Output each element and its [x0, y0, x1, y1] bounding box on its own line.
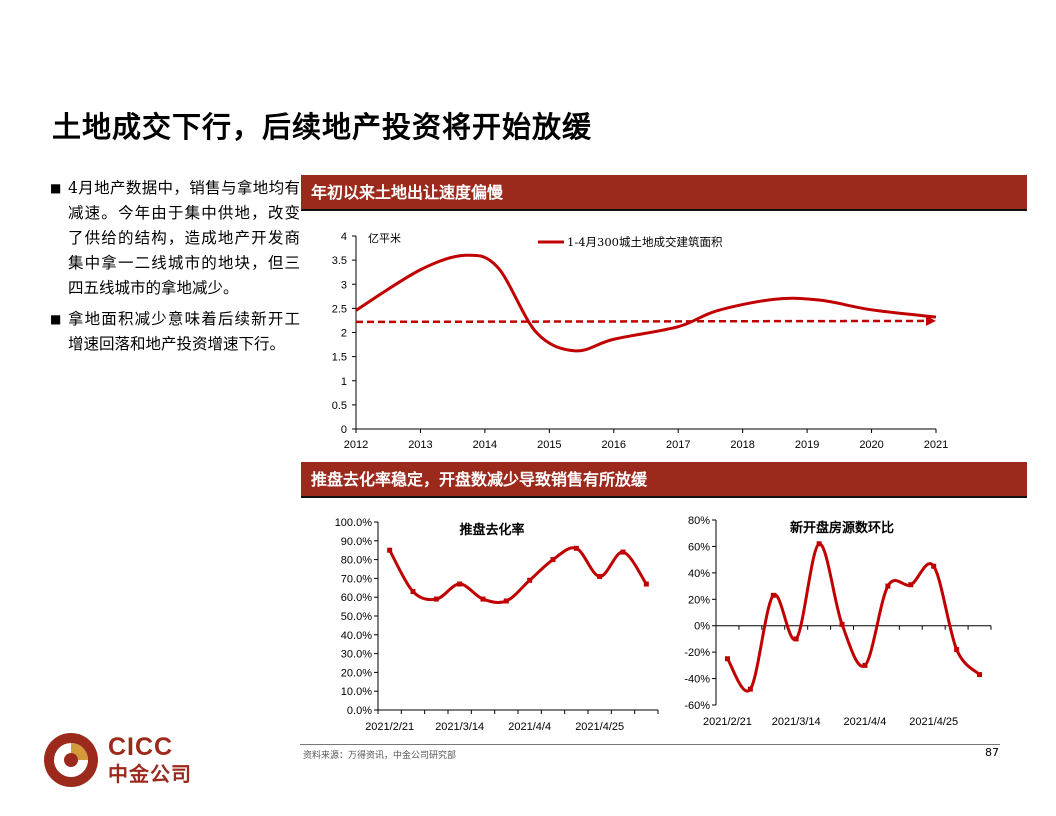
data-point: [387, 547, 393, 553]
y-tick-label: 50.0%: [341, 611, 372, 623]
y-tick-label: 40.0%: [341, 630, 372, 642]
x-tick-label: 2013: [408, 439, 432, 451]
y-axis-unit-label: 亿平米: [368, 232, 401, 245]
y-tick-label: 1.5: [332, 352, 347, 364]
chart-title: 推盘去化率: [459, 522, 524, 538]
data-point: [793, 636, 799, 642]
x-tick-label: 2018: [730, 439, 754, 451]
y-tick-label: -60%: [684, 700, 710, 712]
data-point: [550, 557, 556, 563]
y-tick-label: 0%: [694, 621, 710, 633]
data-point: [724, 656, 730, 662]
series-line: [726, 542, 981, 693]
y-tick-label: 80%: [688, 515, 710, 527]
trend-dashed-line: [355, 319, 929, 324]
data-point: [620, 549, 626, 555]
x-tick-label: 2017: [666, 439, 690, 451]
data-point: [527, 577, 533, 583]
data-point: [643, 581, 649, 587]
y-tick-label: -40%: [684, 674, 710, 686]
page-title: 土地成交下行，后续地产投资将开始放缓: [52, 110, 593, 144]
bullet-list: ■ 4月地产数据中，销售与拿地均有减速。今年由于集中供地，改变了供给的结构，造成…: [50, 176, 300, 363]
data-point: [931, 563, 937, 569]
x-tick-label: 2020: [859, 439, 883, 451]
y-tick-label: 70.0%: [341, 573, 372, 585]
series-line: [355, 253, 937, 353]
series-line: [388, 546, 648, 604]
source-note: 资料来源：万得资讯，中金公司研究部: [303, 751, 457, 761]
x-tick-label: 2016: [602, 439, 626, 451]
logo-wordmark-en: CICC: [108, 733, 174, 761]
cicc-logo-icon: [44, 733, 98, 787]
y-tick-label: 30.0%: [341, 649, 372, 661]
x-tick-label: 2015: [537, 439, 561, 451]
data-point: [770, 592, 776, 598]
y-tick-label: 20%: [688, 594, 710, 606]
footer-divider: [300, 744, 1000, 745]
data-point: [573, 545, 579, 551]
bullet-text: 4月地产数据中，销售与拿地均有减速。今年由于集中供地，改变了供给的结构，造成地产…: [68, 179, 300, 297]
x-tick-label: 2019: [795, 439, 819, 451]
y-tick-label: 0.0%: [347, 705, 372, 717]
data-point: [908, 582, 914, 588]
trend-arrow-head: [926, 315, 936, 326]
x-tick-label: 2021/4/25: [575, 721, 624, 733]
chart-section-banner: 推盘去化率稳定，开盘数减少导致销售有所放缓: [301, 462, 1027, 498]
data-point: [597, 574, 603, 580]
x-tick-label: 2021/2/21: [365, 721, 414, 733]
x-tick-label: 2021/3/14: [435, 721, 484, 733]
data-point: [954, 647, 960, 652]
y-tick-label: 3.5: [332, 255, 347, 267]
land-transaction-line-chart: 0 0.5 1 1.5 2 2.5 3 3.5 4 2012 2013 2014 2015 2016 201…: [332, 231, 949, 451]
square-bullet-icon: ■: [50, 312, 62, 326]
x-tick-label: 2014: [473, 439, 497, 451]
x-tick-label: 2021/4/25: [909, 716, 958, 728]
y-tick-label: 10.0%: [341, 686, 372, 698]
y-tick-label: -20%: [684, 647, 710, 659]
page-number: 87: [985, 746, 999, 759]
data-point: [503, 598, 509, 604]
destocking-rate-line-chart: 0.0% 10.0% 20.0% 30.0% 40.0% 50.0% 60.0% 70.0% 8…: [335, 517, 659, 733]
y-tick-label: 0: [341, 424, 347, 436]
y-tick-label: 60%: [688, 541, 710, 553]
chart-section-banner: 年初以来土地出让速度偏慢: [301, 175, 1027, 211]
data-point: [885, 583, 891, 589]
data-point: [747, 686, 753, 692]
new-listings-mom-line-chart: -60% -40% -20% 0% 20% 40% 60% 80% 2021/2/21 2021/…: [684, 515, 992, 728]
data-point: [433, 596, 439, 602]
data-point: [839, 621, 845, 627]
data-point: [977, 672, 983, 678]
data-point: [816, 541, 822, 547]
chart-title: 新开盘房源数环比: [790, 520, 894, 536]
bullet-item: ■ 拿地面积减少意味着后续新开工增速回落和地产投资增速下行。: [50, 307, 300, 357]
y-tick-label: 100.0%: [335, 517, 373, 529]
x-tick-label: 2021: [924, 439, 948, 451]
legend-label: 1-4月300城土地成交建筑面积: [567, 235, 723, 249]
y-tick-label: 4: [341, 231, 347, 243]
y-tick-label: 2: [341, 328, 347, 340]
data-point: [410, 589, 416, 595]
data-point: [862, 662, 868, 668]
y-tick-label: 60.0%: [341, 592, 372, 604]
x-tick-label: 2012: [344, 439, 368, 451]
x-tick-label: 2021/3/14: [772, 716, 821, 728]
y-tick-label: 40%: [688, 568, 710, 580]
y-tick-label: 80.0%: [341, 555, 372, 567]
x-tick-label: 2021/4/4: [844, 716, 887, 728]
y-tick-label: 20.0%: [341, 667, 372, 679]
data-point: [457, 581, 463, 587]
y-tick-label: 2.5: [332, 303, 347, 315]
logo-wordmark-cn: 中金公司: [108, 762, 192, 786]
bullet-text: 拿地面积减少意味着后续新开工增速回落和地产投资增速下行。: [68, 310, 300, 353]
bullet-item: ■ 4月地产数据中，销售与拿地均有减速。今年由于集中供地，改变了供给的结构，造成…: [50, 176, 300, 301]
y-tick-label: 3: [341, 279, 347, 291]
y-tick-label: 0.5: [332, 400, 347, 412]
x-tick-label: 2021/4/4: [508, 721, 551, 733]
square-bullet-icon: ■: [50, 181, 62, 195]
data-point: [480, 596, 486, 602]
y-tick-label: 90.0%: [341, 536, 372, 548]
x-tick-label: 2021/2/21: [703, 716, 752, 728]
y-tick-label: 1: [341, 376, 347, 388]
